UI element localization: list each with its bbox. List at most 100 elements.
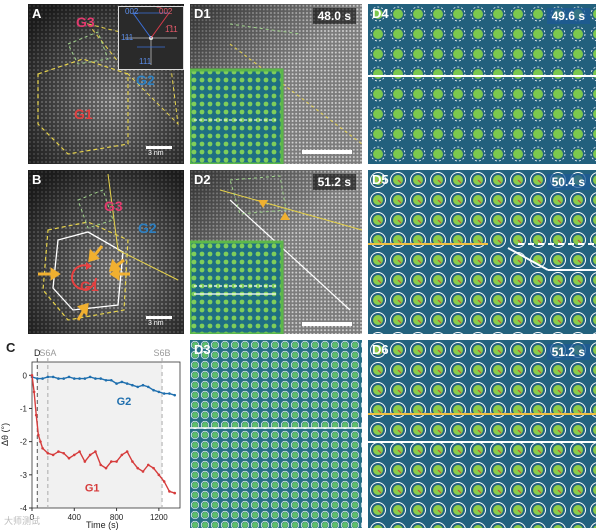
series-line: [31, 376, 175, 396]
panel-d4-time: 49.6 s: [546, 8, 590, 24]
panel-d5: D5 50.4 s: [368, 170, 596, 334]
panel-d4-image: [368, 4, 596, 164]
grain-g2-label: G2: [136, 72, 155, 88]
panel-d1-label: D1: [194, 6, 211, 21]
marker-label: D: [34, 348, 41, 358]
data-point: [104, 378, 108, 382]
inset-label-111-bottom: 111: [139, 57, 152, 66]
data-point: [162, 480, 166, 483]
x-tick-label: 400: [68, 513, 82, 522]
data-point: [57, 377, 60, 380]
x-axis-label: Time (s): [86, 520, 119, 530]
data-point: [131, 460, 134, 463]
data-point: [51, 453, 55, 457]
panel-d2-image: [190, 170, 362, 334]
y-tick-label: -1: [20, 404, 28, 413]
data-point: [109, 460, 113, 463]
x-tick-label: 1200: [150, 513, 168, 522]
x-tick-label: 800: [110, 513, 124, 522]
data-point: [173, 491, 177, 495]
highlight-region: [37, 362, 163, 508]
data-point: [120, 453, 124, 457]
scale-bar-label: 3 nm: [148, 320, 164, 327]
panel-d4-label: D4: [372, 6, 389, 21]
panel-b: B G3 G2 G1 3 nm: [28, 170, 184, 334]
data-point: [88, 375, 92, 379]
grain-g3-label: G3: [76, 14, 95, 30]
inset-label-111-left: 111: [121, 33, 134, 42]
panel-d5-time: 50.4 s: [546, 174, 590, 190]
data-point: [162, 392, 166, 395]
data-point: [51, 375, 55, 379]
data-point: [41, 446, 44, 450]
panel-b-image: [28, 170, 184, 334]
y-tick-label: -4: [20, 504, 28, 513]
inset-label-002: 002: [125, 7, 139, 16]
data-point: [141, 383, 145, 387]
series-label: G2: [117, 396, 132, 408]
grain-g1-label: G1: [80, 278, 99, 294]
data-point: [109, 378, 113, 382]
data-point: [115, 382, 118, 385]
data-point: [72, 453, 76, 457]
panel-c-label: C: [6, 340, 16, 355]
data-point: [94, 377, 97, 380]
data-point: [83, 460, 87, 463]
data-point: [99, 463, 103, 467]
data-point: [157, 390, 161, 394]
data-point: [37, 433, 40, 437]
data-point: [120, 380, 124, 384]
grain-g2-label: G2: [138, 220, 157, 236]
data-point: [115, 460, 118, 463]
data-point: [131, 383, 134, 387]
grain-g1-label: G1: [74, 106, 93, 122]
watermark: 大师测试: [4, 516, 41, 526]
data-point: [30, 373, 34, 377]
panel-d5-image: [368, 170, 596, 334]
data-point: [67, 375, 71, 379]
data-point: [168, 392, 171, 395]
data-point: [41, 377, 44, 380]
delta-theta-chart: C Δθ (°) Time (s) 0 400 800 12000-1-2-3-4DS…: [0, 340, 181, 530]
inset-label-002bar: ̅002: [159, 7, 173, 16]
panel-d1: D1 48.0 s: [190, 4, 362, 164]
data-point: [62, 377, 66, 380]
data-point: [141, 470, 145, 473]
data-point: [67, 456, 71, 460]
panel-d3: D3: [190, 340, 362, 528]
panel-d3-label: D3: [194, 342, 211, 357]
data-point: [104, 466, 108, 470]
data-point: [94, 450, 97, 453]
data-point: [146, 463, 150, 467]
panel-d2-time: 51.2 s: [312, 174, 356, 190]
fft-inset: 002 ̅002 111 1̅̅11 111: [118, 6, 184, 70]
y-tick-label: -3: [20, 471, 28, 480]
data-point: [152, 388, 155, 392]
panel-c: C Δθ (°) Time (s) 0 400 800 1200 0 -1 -2 -3 -4 D S…: [0, 336, 190, 532]
data-point: [46, 451, 50, 455]
panel-d6-image: [368, 340, 596, 528]
panel-d6-label: D6: [372, 342, 389, 357]
x-tick-label: 0: [30, 513, 35, 522]
panel-d2-label: D2: [194, 172, 211, 187]
data-point: [146, 385, 150, 389]
data-point: [173, 393, 177, 397]
panel-d1-image: [190, 4, 362, 164]
data-point: [99, 377, 103, 380]
panel-d1-time: 48.0 s: [312, 8, 356, 24]
y-tick-label: 0: [23, 371, 28, 380]
data-point: [72, 377, 76, 380]
data-point: [83, 377, 87, 380]
inset-label-111bar: 1̅̅11: [165, 25, 178, 34]
data-point: [35, 377, 39, 380]
panel-a: A G3 G2 G1 3 nm 002 ̅002 111 1̅̅11 111: [28, 4, 184, 164]
data-point: [78, 450, 81, 453]
data-point: [136, 466, 140, 470]
data-point: [57, 450, 60, 453]
panel-d6-time: 51.2 s: [546, 344, 590, 360]
grain-g3-label: G3: [104, 198, 123, 214]
panel-a-label: A: [32, 6, 42, 21]
data-point: [125, 382, 129, 385]
data-point: [39, 440, 42, 443]
scale-bar-label: 3 nm: [148, 150, 164, 157]
